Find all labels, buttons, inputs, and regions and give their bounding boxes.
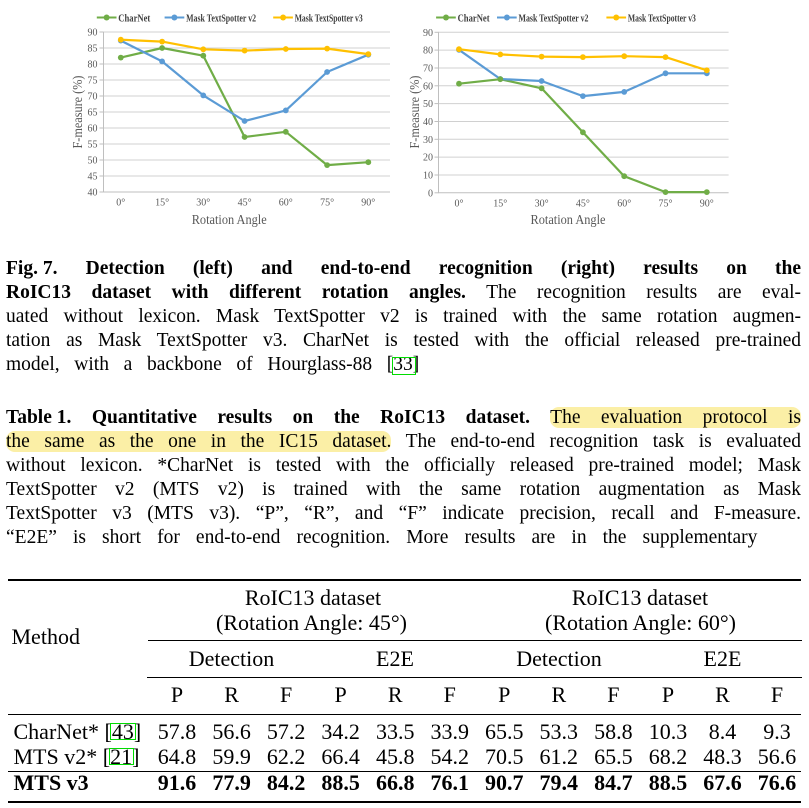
svg-text:60°: 60° (279, 198, 293, 209)
svg-text:65: 65 (88, 108, 98, 119)
svg-text:70: 70 (88, 92, 98, 103)
svg-text:Mask TextSpotter v2: Mask TextSpotter v2 (519, 13, 589, 24)
svg-text:Mask TextSpotter v3: Mask TextSpotter v3 (295, 13, 363, 24)
svg-text:0°: 0° (116, 198, 125, 209)
svg-text:40: 40 (88, 188, 98, 199)
svg-text:0: 0 (428, 188, 433, 199)
svg-text:50: 50 (423, 99, 433, 110)
svg-text:45°: 45° (576, 199, 590, 210)
svg-text:90: 90 (423, 28, 433, 39)
svg-text:85: 85 (88, 44, 98, 55)
svg-text:75°: 75° (659, 199, 673, 210)
svg-text:40: 40 (423, 117, 433, 128)
svg-text:90°: 90° (700, 199, 714, 210)
svg-text:10: 10 (423, 171, 433, 182)
svg-text:60: 60 (423, 81, 433, 92)
svg-text:45: 45 (88, 172, 98, 183)
svg-text:75: 75 (88, 76, 98, 87)
svg-text:80: 80 (88, 60, 98, 71)
svg-text:45°: 45° (238, 198, 252, 209)
svg-text:F-measure (%): F-measure (%) (70, 76, 85, 149)
svg-text:CharNet: CharNet (458, 13, 490, 24)
svg-text:80: 80 (423, 46, 433, 57)
svg-text:50: 50 (88, 156, 98, 167)
svg-text:0°: 0° (455, 199, 464, 210)
svg-text:30°: 30° (535, 199, 549, 210)
svg-text:CharNet: CharNet (118, 13, 150, 24)
svg-text:30: 30 (423, 135, 433, 146)
svg-text:15°: 15° (155, 198, 169, 209)
svg-text:Rotation Angle: Rotation Angle (531, 212, 606, 227)
svg-text:60°: 60° (617, 199, 631, 210)
svg-text:Mask TextSpotter v2: Mask TextSpotter v2 (186, 13, 256, 24)
svg-text:Rotation Angle: Rotation Angle (192, 212, 267, 227)
svg-text:90: 90 (88, 28, 98, 39)
svg-text:70: 70 (423, 64, 433, 75)
svg-text:F-measure (%): F-measure (%) (407, 76, 422, 149)
svg-text:55: 55 (88, 140, 98, 151)
svg-text:20: 20 (423, 153, 433, 164)
svg-text:30°: 30° (196, 198, 210, 209)
svg-text:15°: 15° (493, 199, 507, 210)
svg-text:75°: 75° (320, 198, 334, 209)
svg-text:Mask TextSpotter v3: Mask TextSpotter v3 (628, 13, 696, 24)
svg-text:90°: 90° (361, 198, 375, 209)
svg-text:60: 60 (88, 124, 98, 135)
